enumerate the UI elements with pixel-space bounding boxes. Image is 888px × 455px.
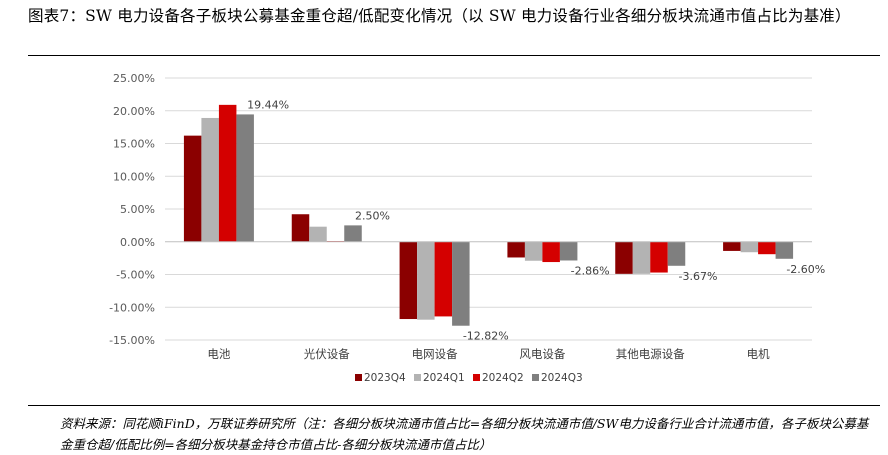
data-label: -2.86%	[571, 264, 610, 277]
legend-label: 2024Q1	[423, 372, 465, 384]
bar	[218, 104, 237, 242]
y-tick-label: 0.00%	[120, 236, 155, 249]
legend-swatch	[532, 374, 539, 381]
y-tick-label: 10.00%	[113, 170, 155, 183]
legend-swatch	[355, 374, 362, 381]
bar	[667, 241, 686, 266]
bar	[559, 241, 578, 261]
category-label: 电机	[747, 347, 770, 361]
legend-label: 2023Q4	[364, 372, 406, 384]
bar	[758, 241, 776, 255]
bar	[524, 241, 543, 261]
category-label: 风电设备	[519, 347, 565, 361]
y-tick-label: -10.00%	[109, 301, 155, 314]
y-tick-label: 25.00%	[113, 72, 155, 85]
bar	[723, 241, 741, 251]
bar	[452, 241, 470, 326]
legend-swatch	[414, 374, 421, 381]
bars	[183, 104, 794, 326]
bar	[542, 241, 560, 263]
bar	[740, 241, 759, 253]
category-label: 其他电源设备	[616, 347, 685, 361]
gridlines	[165, 77, 812, 341]
y-tick-label: -5.00%	[116, 269, 155, 282]
bar	[507, 241, 525, 258]
category-label: 电池	[207, 347, 230, 361]
category-labels: 电池 光伏设备 电网设备 风电设备 其他电源设备 电机	[207, 347, 770, 361]
legend-label: 2024Q3	[541, 372, 583, 384]
y-tick-label: 15.00%	[113, 138, 155, 151]
bar	[183, 135, 202, 242]
bar	[434, 241, 453, 317]
bar	[650, 241, 668, 273]
bar	[309, 226, 327, 242]
y-axis-tick-labels: 25.00% 20.00% 15.00% 10.00% 5.00% 0.00% -5.00%…	[109, 72, 155, 347]
title-divider	[28, 55, 880, 56]
data-label: -12.82%	[463, 330, 509, 343]
data-labels: 19.44% 2.50% -12.82% -2.86% -3.67% -2.60%	[247, 98, 825, 342]
bar-chart: 25.00% 20.00% 15.00% 10.00% 5.00% 0.00% -5.00%…	[109, 72, 825, 384]
figure-title: 图表7：SW 电力设备各子板块公募基金重仓超/低配变化情况（以 SW 电力设备行…	[28, 7, 851, 25]
data-label: -2.60%	[786, 263, 825, 276]
data-label: -3.67%	[679, 270, 718, 283]
bar	[344, 225, 362, 242]
bar	[236, 114, 254, 242]
bar	[775, 241, 794, 259]
category-label: 光伏设备	[304, 347, 350, 361]
bar	[291, 214, 310, 242]
data-label: 19.44%	[247, 98, 289, 111]
y-tick-label: 5.00%	[120, 203, 155, 216]
legend: 2023Q4 2024Q1 2024Q2 2024Q3	[355, 372, 583, 384]
bar	[632, 241, 651, 274]
bar	[615, 241, 633, 274]
y-tick-label: 20.00%	[113, 105, 155, 118]
bar	[201, 117, 219, 242]
category-label: 电网设备	[412, 347, 458, 361]
y-tick-label: -15.00%	[109, 334, 155, 347]
bar	[399, 241, 418, 320]
legend-swatch	[473, 374, 480, 381]
source-divider	[28, 405, 880, 406]
data-label: 2.50%	[355, 209, 390, 222]
bar	[417, 241, 435, 320]
source-note: 资料来源：同花顺iFinD，万联证券研究所（注：各细分板块流通市值占比=各细分板…	[60, 416, 869, 452]
legend-label: 2024Q2	[482, 372, 524, 384]
